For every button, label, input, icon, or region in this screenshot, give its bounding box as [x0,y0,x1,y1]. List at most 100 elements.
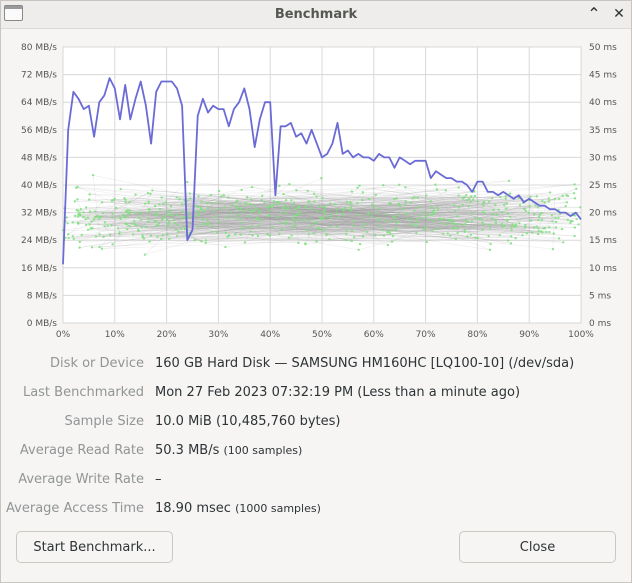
access-time-link [299,203,352,208]
read-rate-label: Average Read Rate [19,443,144,458]
y-right-tick-label: 40 ms [589,98,617,108]
access-time-point [299,213,302,216]
access-time-point [505,207,508,210]
access-time-point [351,229,354,233]
access-time-point [94,210,97,213]
access-time-point [501,211,504,214]
access-time-link [262,195,550,202]
access-time-point [168,214,172,217]
access-time-point [412,209,416,212]
access-time-link [111,200,381,227]
access-time-point [133,223,137,227]
access-time-point [508,192,512,195]
access-time-link [339,197,493,218]
access-time-note: (1000 samples) [235,502,321,515]
access-time-link [86,214,400,226]
access-time-link [188,201,351,214]
access-time-point [128,200,131,204]
access-time-link [405,187,507,204]
access-time-link [241,217,556,229]
access-time-link [320,217,564,243]
access-time-link [134,204,400,214]
access-time-point [490,217,494,220]
y-left-tick-label: 8 MB/s [27,291,58,301]
access-time-link [132,223,226,248]
access-time-point [176,223,179,227]
access-time-point [349,200,352,204]
access-time-point [298,210,302,213]
access-time-point [547,200,551,203]
access-time-point [248,202,252,206]
access-time-point [91,227,94,230]
access-time-point [514,236,517,240]
access-time-point [249,230,252,233]
access-time-point [263,201,266,205]
access-time-point [88,210,92,213]
access-time-point [462,223,465,227]
close-button[interactable]: Close [459,531,616,563]
access-time-link [188,217,466,225]
close-icon[interactable]: ✕ [613,6,625,22]
access-time-point [469,233,473,237]
access-time-point [92,218,96,221]
access-time-point [469,200,472,204]
access-time-link [127,206,324,230]
access-time-point [155,224,159,227]
access-time-link [239,210,456,240]
access-time-point [283,206,286,209]
access-time-point [467,204,470,208]
access-time-link [68,197,520,239]
access-time-point [222,193,225,197]
y-left-tick-label: 48 MB/s [21,153,57,163]
access-time-link [142,235,427,243]
access-time-point [513,225,517,228]
access-time-point [501,225,504,228]
access-time-point [101,211,105,215]
access-time-point [411,197,414,200]
access-time-point [195,204,198,207]
access-time-link [65,198,470,222]
access-time-point [76,198,79,201]
access-time-link [112,200,251,213]
access-time-point [482,223,486,227]
access-time-point [84,206,88,209]
start-benchmark-button[interactable]: Start Benchmark... [16,531,173,563]
access-time-point [552,232,556,235]
access-time-point [278,184,281,188]
access-time-point [416,196,419,199]
collapse-button[interactable]: ⌃ [587,4,601,23]
access-time-link [95,191,352,212]
access-time-point [99,215,103,219]
access-time-point [389,232,392,235]
access-time-point [420,217,423,220]
access-time-link [229,206,419,236]
access-time-link [271,227,280,235]
access-time-point [457,186,460,189]
access-time-point [270,205,274,209]
access-time-link [78,223,535,229]
access-time-point [432,208,436,212]
access-time-point [474,236,477,240]
access-time-point [172,218,176,222]
access-time-point [229,210,232,213]
access-time-link [99,210,171,248]
access-time-point [335,208,338,211]
access-time-link [252,186,414,226]
access-time-point [358,242,362,246]
access-time-point [524,223,527,227]
access-time-point [410,218,414,222]
access-time-point [442,232,445,236]
access-time-link [382,216,540,230]
access-time-link [251,199,352,208]
access-time-point [293,220,296,223]
access-time-point [97,217,101,221]
access-time-link [135,217,323,226]
access-time-point [80,233,83,237]
access-time-point [579,206,582,209]
access-time-point [506,219,509,222]
access-time-point [206,218,209,222]
access-time-point [254,218,258,221]
info-last-benchmarked: Last Benchmarked Mon 27 Feb 2023 07:32:1… [1,385,631,405]
access-time-link [154,214,203,225]
access-time-point [137,216,140,219]
